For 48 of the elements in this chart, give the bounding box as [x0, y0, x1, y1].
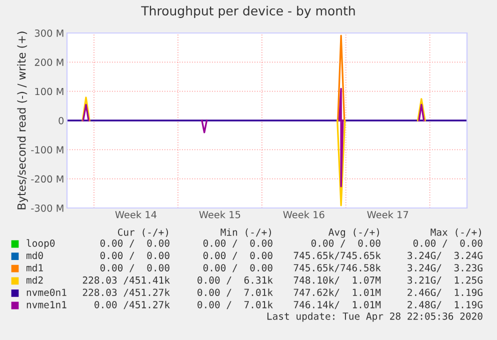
- chart-title: Throughput per device - by month: [141, 6, 355, 18]
- text: 0.00 / 0.00: [413, 239, 482, 248]
- text: Cur (-/+): [118, 228, 168, 237]
- legend-label: loop0: [26, 239, 55, 249]
- x-tick-label: Week 16: [283, 210, 324, 218]
- text: 3.24G/ 3.23G: [408, 264, 482, 272]
- text: Avg (-/+): [328, 228, 379, 238]
- text: Last update: Tue Apr 28 22:05:36 2020: [267, 312, 482, 322]
- text: 746.14k/ 1.01M: [294, 300, 381, 310]
- text: 0.00 / 0.00: [100, 252, 170, 260]
- text: 747.62k/ 1.01M: [294, 288, 381, 297]
- y-tick-label: -200 M: [31, 175, 64, 183]
- y-tick-label: -300 M: [31, 204, 64, 212]
- text: 2.48G/ 1.19G: [408, 300, 482, 310]
- text: 228.03 /451.41k: [82, 276, 170, 285]
- text: 0.00 / 0.00: [203, 252, 272, 260]
- text: 228.03 /451.27k: [82, 288, 170, 297]
- text: 745.65k/745.65k: [294, 252, 381, 260]
- y-tick-label: -100 M: [31, 146, 64, 154]
- text: 745.65k/746.58k: [294, 264, 381, 272]
- text: 748.10k/ 1.07M: [294, 276, 381, 285]
- text: 2.46G/ 1.19G: [408, 288, 482, 297]
- y-tick-label: 100 M: [35, 88, 64, 96]
- text: 0.00 / 7.01k: [198, 300, 273, 310]
- y-axis-title: Bytes/second read (-) / write (+): [17, 32, 28, 210]
- y-tick-label: 200 M: [34, 58, 64, 66]
- text: 0.00 / 0.00: [100, 264, 170, 272]
- text: 0.00 /451.27k: [94, 300, 170, 310]
- y-tick-label: 0: [58, 116, 64, 124]
- text: 0.00 / 6.31k: [198, 276, 273, 285]
- legend-label: md0: [26, 252, 43, 260]
- text: 3.24G/ 3.24G: [408, 252, 482, 260]
- text: Max (-/+): [430, 228, 481, 237]
- x-tick-label: Week 17: [367, 210, 408, 218]
- text: 0.00 / 7.01k: [198, 288, 273, 297]
- text: 3.21G/ 1.25G: [408, 276, 482, 285]
- text: 0.00 / 0.00: [311, 239, 380, 248]
- x-tick-label: Week 14: [115, 210, 156, 218]
- y-tick-label: 300 M: [34, 29, 64, 37]
- legend-label: nvme0n1: [26, 288, 66, 296]
- legend-label: nvme1n1: [26, 301, 66, 308]
- legend-label: md1: [26, 264, 43, 272]
- text: 0.00 / 0.00: [203, 239, 272, 248]
- x-tick-label: Week 15: [199, 210, 240, 218]
- text: 0.00 / 0.00: [100, 239, 170, 248]
- legend-label: md2: [26, 276, 43, 284]
- text: Min (-/+): [220, 228, 271, 237]
- text: 0.00 / 0.00: [203, 264, 272, 272]
